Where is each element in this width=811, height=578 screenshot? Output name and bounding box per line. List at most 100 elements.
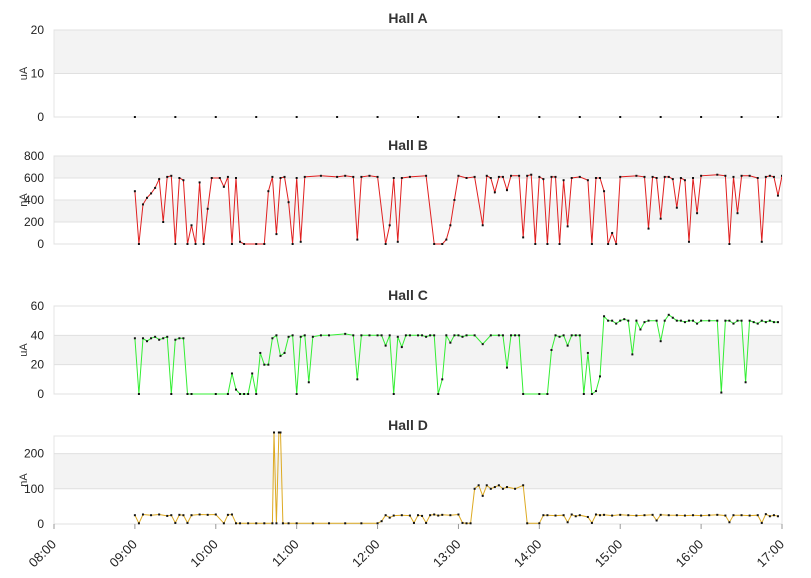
- data-point: [469, 522, 472, 525]
- data-point: [281, 522, 284, 525]
- data-point: [756, 514, 759, 517]
- data-point: [263, 363, 266, 366]
- plot-band: [54, 30, 782, 74]
- data-point: [299, 335, 302, 338]
- series-line: [134, 174, 782, 245]
- data-point: [445, 238, 448, 241]
- data-point: [425, 174, 428, 177]
- data-point: [675, 206, 678, 209]
- data-point: [255, 393, 258, 395]
- data-point: [186, 521, 189, 524]
- data-point: [408, 334, 411, 337]
- data-point: [590, 393, 593, 395]
- data-point: [247, 522, 250, 525]
- data-point: [663, 319, 666, 322]
- data-point: [279, 354, 282, 357]
- data-point: [768, 515, 771, 518]
- data-point: [586, 351, 589, 354]
- data-point: [497, 116, 500, 118]
- data-point: [667, 175, 670, 178]
- data-point: [384, 514, 387, 517]
- data-point: [247, 393, 250, 395]
- series-group: [133, 431, 779, 525]
- chart-title: Hall C: [388, 287, 428, 303]
- data-point: [141, 513, 144, 516]
- data-point: [667, 514, 670, 517]
- data-point: [465, 522, 468, 525]
- chart-title: Hall B: [388, 137, 428, 153]
- data-point: [554, 514, 557, 517]
- data-point: [732, 322, 735, 325]
- data-point: [421, 514, 424, 517]
- data-point: [639, 328, 642, 331]
- data-point: [603, 190, 606, 193]
- data-point: [174, 243, 177, 245]
- data-point: [643, 514, 646, 517]
- data-point: [328, 334, 331, 337]
- data-point: [655, 319, 658, 322]
- data-point: [150, 192, 153, 195]
- data-point: [607, 243, 610, 245]
- data-point: [501, 175, 504, 178]
- data-point: [457, 513, 460, 516]
- data-point: [679, 319, 682, 322]
- data-point: [574, 334, 577, 337]
- data-point: [457, 174, 460, 177]
- data-point: [623, 318, 626, 321]
- data-point: [368, 334, 371, 337]
- data-point: [279, 431, 282, 434]
- data-point: [421, 334, 424, 337]
- data-point: [158, 513, 161, 516]
- data-point: [683, 321, 686, 324]
- data-point: [376, 334, 379, 337]
- data-point: [222, 185, 225, 188]
- data-point: [190, 224, 193, 227]
- data-point: [396, 240, 399, 243]
- data-point: [162, 221, 165, 223]
- plot-band: [54, 488, 782, 524]
- data-point: [360, 334, 363, 337]
- data-point: [599, 375, 601, 378]
- data-point: [457, 334, 460, 337]
- data-point: [619, 175, 622, 178]
- data-point: [501, 334, 504, 337]
- y-tick-label: 600: [24, 171, 44, 185]
- data-point: [493, 191, 496, 194]
- data-point: [485, 174, 488, 177]
- data-point: [226, 513, 229, 516]
- data-point: [146, 340, 149, 343]
- data-point: [178, 177, 181, 179]
- data-point: [768, 174, 771, 177]
- data-point: [344, 332, 347, 335]
- y-tick-label: 200: [24, 215, 44, 229]
- data-point: [376, 116, 379, 118]
- data-point: [133, 337, 136, 340]
- data-point: [696, 322, 699, 325]
- data-point: [631, 353, 634, 356]
- data-point: [287, 522, 290, 525]
- chart-panel-1: Hall B 0 200 400 600 800 nA: [18, 137, 783, 251]
- data-point: [647, 227, 650, 230]
- data-point: [736, 319, 739, 322]
- data-point: [303, 175, 306, 178]
- data-point: [239, 522, 242, 525]
- data-point: [352, 175, 355, 178]
- data-point: [392, 177, 395, 179]
- data-point: [534, 243, 537, 245]
- data-point: [716, 319, 719, 322]
- x-tick-label: 13:00: [430, 537, 464, 571]
- y-tick-label: 0: [37, 517, 44, 531]
- data-point: [764, 513, 767, 516]
- data-point: [546, 514, 549, 517]
- data-point: [166, 175, 169, 178]
- data-point: [651, 513, 654, 516]
- data-point: [162, 337, 165, 340]
- data-point: [514, 334, 517, 337]
- data-point: [760, 240, 763, 243]
- data-point: [425, 335, 428, 338]
- data-point: [493, 486, 496, 489]
- data-point: [526, 522, 529, 525]
- data-point: [182, 337, 185, 340]
- data-point: [550, 349, 553, 351]
